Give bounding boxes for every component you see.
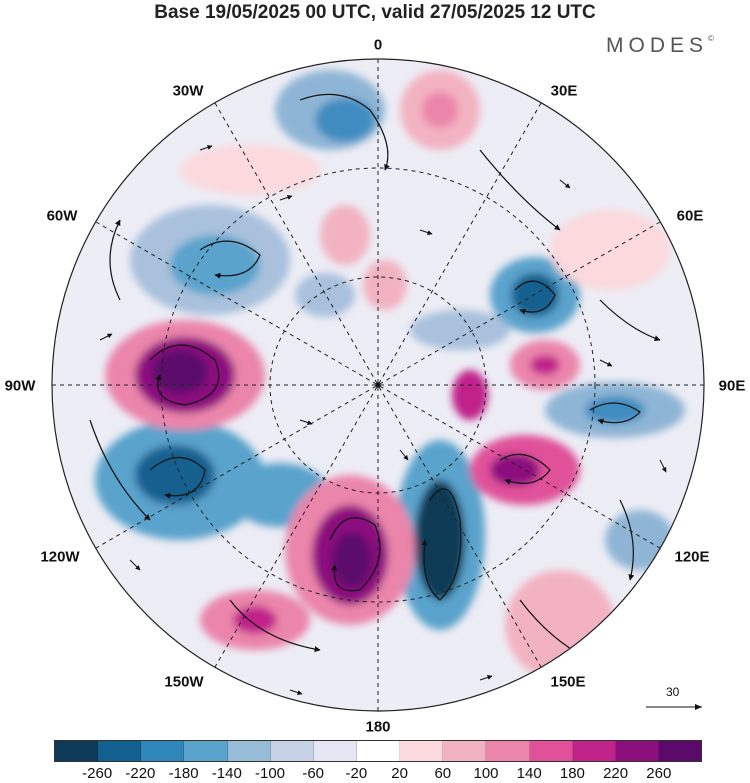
lon-label-120w: 120W xyxy=(40,548,80,566)
colorbar-tick-label: 60 xyxy=(434,765,452,782)
colorbar-swatch xyxy=(572,741,616,761)
lon-label-150e: 150E xyxy=(550,673,586,691)
lon-label-180: 180 xyxy=(365,718,391,736)
colorbar-tick-label: 260 xyxy=(646,765,672,782)
colorbar-tick-label: -220 xyxy=(125,765,156,782)
colorbar-swatch xyxy=(658,741,702,761)
lon-label-120e: 120E xyxy=(674,548,710,566)
colorbar-swatch xyxy=(443,741,487,761)
lon-label-30e: 30E xyxy=(550,82,578,100)
colorbar-tick-label: 140 xyxy=(516,765,542,782)
colorbar-swatch xyxy=(227,741,271,761)
colorbar-tick-label: 20 xyxy=(391,765,408,782)
south-pole-marker xyxy=(375,382,381,388)
colorbar-swatch xyxy=(313,741,357,761)
lon-label-60w: 60W xyxy=(46,207,78,225)
lon-label-60e: 60E xyxy=(676,207,704,225)
map-title: Base 19/05/2025 00 UTC, valid 27/05/2025… xyxy=(154,2,596,23)
colorbar-tick-label: 180 xyxy=(559,765,585,782)
lon-label-150w: 150W xyxy=(164,673,204,691)
colorbar-ticks: -260 -220 -180 -140 -100 -60 -20 20 60 100 140 180 2… xyxy=(54,765,702,783)
colorbar-tick-label: -60 xyxy=(302,765,325,782)
colorbar xyxy=(54,740,702,762)
reference-vector: 30 xyxy=(640,685,710,715)
colorbar-swatch xyxy=(141,741,185,761)
colorbar-swatch xyxy=(529,741,573,761)
colorbar-swatch xyxy=(356,741,401,761)
colorbar-tick-label: 100 xyxy=(473,765,499,782)
colorbar-swatch xyxy=(615,741,659,761)
colorbar-swatch xyxy=(184,741,228,761)
graticule xyxy=(52,59,704,711)
colorbar-swatch xyxy=(400,741,444,761)
lon-label-30w: 30W xyxy=(172,82,204,100)
colorbar-tick-label: 220 xyxy=(603,765,629,782)
colorbar-swatch xyxy=(98,741,142,761)
colorbar-tick-label: -140 xyxy=(211,765,242,782)
colorbar-tick-label: -20 xyxy=(345,765,368,782)
colorbar-swatch xyxy=(486,741,530,761)
brand-logo: MODES© xyxy=(606,34,714,57)
wind-arrows xyxy=(99,145,667,695)
colorbar-tick-label: -260 xyxy=(82,765,113,782)
map-boundary xyxy=(51,58,705,712)
colorbar-swatch xyxy=(270,741,314,761)
colorbar-tick-label: -100 xyxy=(254,765,286,782)
lon-label-90e: 90E xyxy=(718,377,746,395)
colorbar-tick-label: -180 xyxy=(168,765,199,782)
colorbar-swatch xyxy=(55,741,99,761)
lon-label-0: 0 xyxy=(373,36,383,54)
reference-vector-label: 30 xyxy=(666,685,680,699)
lon-label-90w: 90W xyxy=(4,377,36,395)
